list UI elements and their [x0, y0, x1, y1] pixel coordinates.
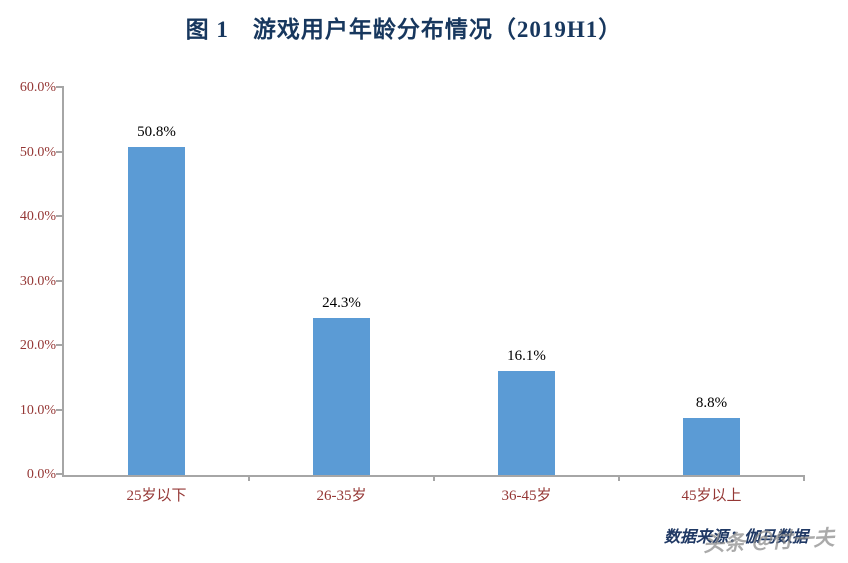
y-axis-tick-label: 0.0% [26, 467, 56, 482]
y-axis: 0.0% 10.0% 20.0% 30.0% 40.0% 50.0% 60.0% [0, 80, 56, 482]
x-axis-category-label: 25岁以下 [126, 488, 187, 504]
x-axis-tick-mark [618, 475, 620, 481]
y-axis-tick-label: 50.0% [19, 144, 56, 160]
y-axis-tick-label: 60.0% [19, 80, 56, 95]
bar-value-label: 24.3% [322, 295, 361, 312]
x-axis-tick-mark [803, 475, 805, 481]
chart-title: 图 1 游戏用户年龄分布情况（2019H1） [185, 17, 623, 42]
y-axis-tick-mark [56, 279, 64, 282]
bar-value-label: 8.8% [695, 395, 728, 412]
y-axis-tick-mark [56, 344, 64, 347]
data-source-text: 数据来源：伽马数据 [663, 529, 808, 546]
y-axis-tick-mark [56, 86, 64, 88]
plot-area: 50.8% 25岁以下 24.3% 26-35岁 16.1% 36-45岁 8.8% 45岁以… [56, 86, 805, 504]
bar-group-3: 16.1% 36-45岁 [434, 88, 620, 504]
bar-group-1: 50.8% 25岁以下 [64, 88, 250, 504]
bar-group-2: 24.3% 26-35岁 [249, 88, 435, 504]
y-axis-tick-label: 40.0% [19, 209, 56, 225]
bar: 50.8% [128, 124, 185, 475]
x-axis-category-label: 36-45岁 [501, 488, 552, 504]
x-axis-category-label: 45岁以上 [681, 488, 742, 504]
x-axis-category-label: 26-35岁 [316, 488, 367, 504]
bar-group-4: 8.8% 45岁以上 [619, 88, 805, 504]
x-axis-tick-mark [248, 475, 250, 481]
y-axis-tick-mark [56, 408, 64, 411]
y-axis-tick-mark [56, 150, 64, 153]
bar-value-label: 16.1% [507, 348, 546, 365]
y-axis-tick-label: 10.0% [19, 402, 56, 418]
bar-value-label: 50.8% [137, 124, 176, 141]
x-axis-tick-mark [433, 475, 435, 481]
bar: 24.3% [313, 295, 370, 475]
y-axis-tick-label: 30.0% [19, 273, 56, 289]
y-axis-tick-mark [56, 215, 64, 218]
bar: 16.1% [498, 348, 555, 475]
bars-container: 50.8% 25岁以下 24.3% 26-35岁 16.1% 36-45岁 8.8% 45岁以… [64, 88, 805, 504]
bar: 8.8% [683, 395, 740, 475]
y-axis-tick-mark [56, 473, 64, 475]
y-axis-tick-label: 20.0% [19, 338, 56, 354]
